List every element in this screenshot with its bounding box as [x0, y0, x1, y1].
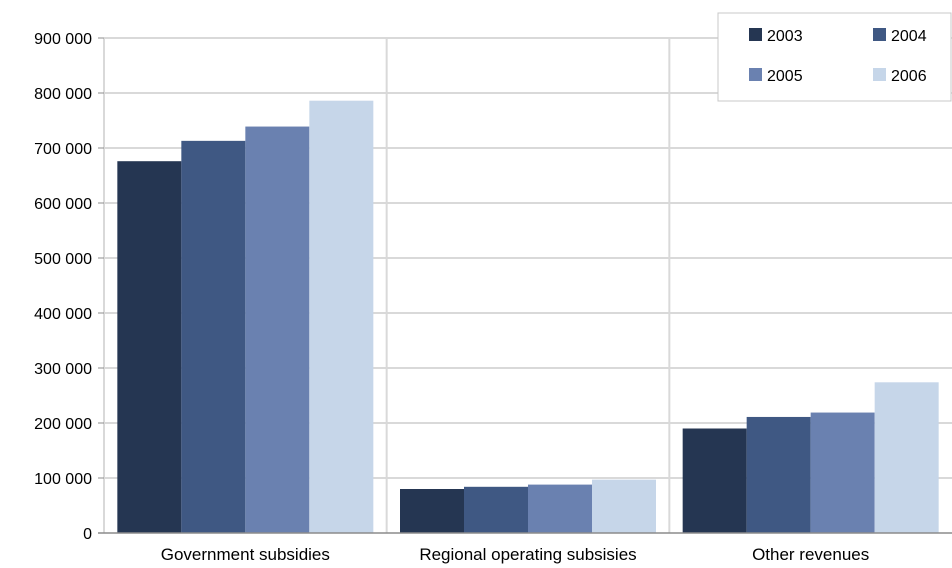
bar-2004: [181, 140, 246, 533]
y-tick-label: 900 000: [34, 31, 92, 48]
bar-2004: [464, 486, 528, 533]
legend-swatch-2005: [749, 68, 762, 81]
y-tick-label: 300 000: [34, 361, 92, 378]
legend-swatch-2006: [873, 68, 886, 81]
bar-2006: [874, 382, 939, 533]
bar-2005: [528, 484, 592, 533]
y-tick-label: 400 000: [34, 306, 92, 323]
y-axis-ticks: 0 100 000 200 000 300 000 400 000 500 000 600 …: [34, 31, 104, 543]
x-category-label: Regional operating subsisies: [419, 545, 636, 564]
bar-2004: [746, 416, 811, 533]
legend-label-2003: 2003: [767, 28, 803, 45]
bar-2003: [400, 489, 464, 533]
legend-label-2004: 2004: [891, 28, 927, 45]
legend-swatch-2004: [873, 28, 886, 41]
legend-label-2005: 2005: [767, 68, 803, 85]
bar-2003: [117, 161, 182, 533]
bar-2006: [309, 100, 374, 533]
bar-2005: [810, 412, 875, 533]
y-tick-label: 600 000: [34, 196, 92, 213]
bar-2006: [592, 479, 656, 533]
y-tick-label: 100 000: [34, 471, 92, 488]
y-tick-label: 700 000: [34, 141, 92, 158]
x-category-label: Government subsidies: [161, 545, 330, 564]
legend-box: [717, 12, 952, 102]
bar-2005: [245, 126, 310, 534]
bar-2003: [682, 428, 747, 533]
x-category-label: Other revenues: [752, 545, 869, 564]
y-tick-label: 500 000: [34, 251, 92, 268]
x-axis-category-labels: Government subsidies Regional operating s…: [161, 545, 869, 564]
legend: 2003 2004 2005 2006: [717, 12, 952, 102]
bars: [117, 100, 939, 534]
y-tick-label: 200 000: [34, 416, 92, 433]
legend-swatch-2003: [749, 28, 762, 41]
y-tick-label: 800 000: [34, 86, 92, 103]
legend-label-2006: 2006: [891, 68, 927, 85]
y-tick-label: 0: [83, 526, 92, 543]
